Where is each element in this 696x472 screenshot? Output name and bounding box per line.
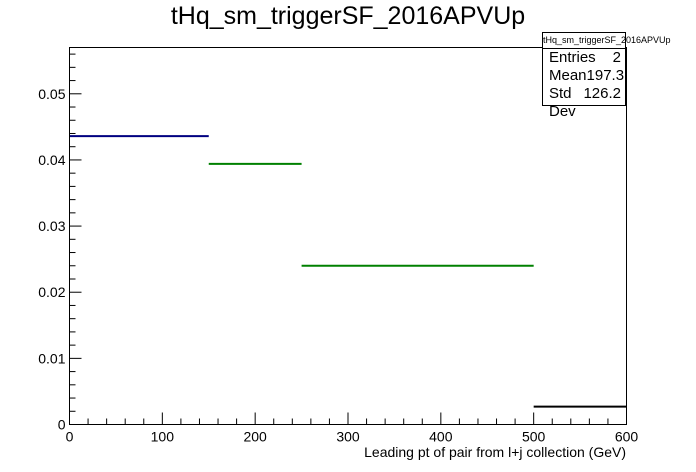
x-tick-label: 400 bbox=[429, 429, 453, 445]
x-tick-label: 500 bbox=[522, 429, 546, 445]
y-tick-label: 0 bbox=[58, 417, 66, 433]
y-tick-label: 0.04 bbox=[38, 152, 65, 168]
stats-value: 2 bbox=[612, 49, 621, 66]
stats-label: Mean bbox=[549, 67, 587, 84]
x-axis-title: Leading pt of pair from l+j collection (… bbox=[364, 444, 626, 460]
stats-row-stddev: Std Dev 126.2 bbox=[543, 85, 625, 120]
stats-row-entries: Entries 2 bbox=[543, 49, 625, 67]
stats-value: 126.2 bbox=[583, 85, 621, 102]
stats-box: tHq_sm_triggerSF_2016APVUp Entries 2 Mea… bbox=[542, 32, 671, 120]
stats-label: Entries bbox=[549, 49, 596, 66]
y-tick-label: 0.01 bbox=[38, 350, 65, 366]
y-tick-label: 0.03 bbox=[38, 218, 65, 234]
stats-row-mean: Mean 197.3 bbox=[543, 67, 625, 85]
x-tick-label: 600 bbox=[615, 429, 639, 445]
y-tick-label: 0.05 bbox=[38, 86, 65, 102]
x-tick-label: 200 bbox=[243, 429, 267, 445]
x-tick-label: 300 bbox=[336, 429, 360, 445]
stats-box-title: tHq_sm_triggerSF_2016APVUp bbox=[543, 33, 671, 49]
axis-ticks bbox=[69, 53, 627, 425]
chart-title: tHq_sm_triggerSF_2016APVUp bbox=[170, 2, 526, 30]
plot-frame bbox=[69, 47, 627, 425]
histogram-bins bbox=[69, 135, 627, 408]
x-tick-label: 0 bbox=[66, 429, 74, 445]
y-tick-label: 0.02 bbox=[38, 284, 65, 300]
x-tick-label: 100 bbox=[151, 429, 175, 445]
stats-label: Std Dev bbox=[549, 85, 576, 120]
tick-labels: 0 100 200 300 400 500 600 0 0.01 0.02 0.03 0.04 0.05 bbox=[38, 86, 638, 445]
stats-value: 197.3 bbox=[586, 67, 625, 84]
